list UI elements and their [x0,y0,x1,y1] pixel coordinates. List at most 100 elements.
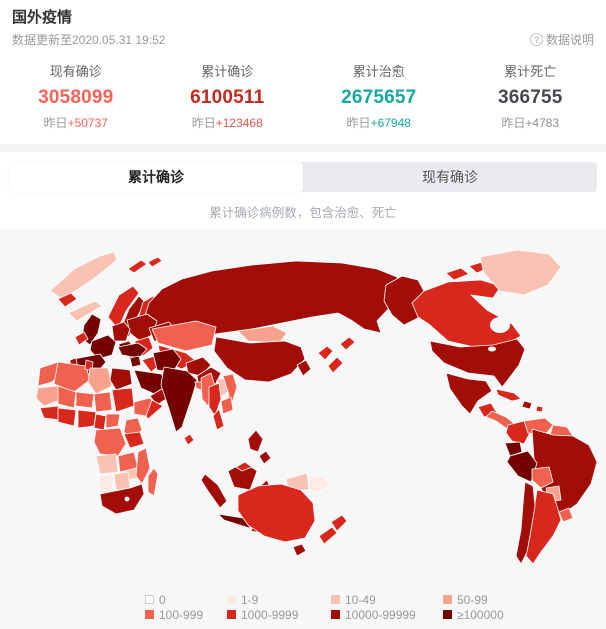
legend-swatch [331,595,340,604]
region-japan[interactable] [318,346,333,360]
tab-current-confirmed[interactable]: 现有确诊 [303,162,597,192]
region-central-african[interactable] [106,414,120,428]
delta-value: +4783 [525,116,559,130]
legend-label: 1-9 [241,593,258,607]
region-cuba[interactable] [496,389,521,401]
stat-value: 2675657 [303,87,455,109]
legend-label: 50-99 [457,593,488,607]
stat-label: 累计死亡 [455,61,606,80]
legend-item: 10-49 [331,593,443,607]
stat-value: 366755 [455,87,606,109]
legend-label: 100-999 [159,608,203,622]
region-sri-lanka[interactable] [184,434,194,445]
stat-delta: 昨日+123468 [152,114,304,131]
delta-value: +123468 [216,116,263,130]
region-japan[interactable] [340,337,355,350]
region-new-zealand[interactable] [319,527,337,544]
delta-value: +50737 [68,116,108,130]
region-tasmania[interactable] [293,544,306,556]
world-map-section: 0 1-9 10-49 50-99 100-999 1000-9999 1000… [0,229,606,629]
legend-item: 50-99 [443,593,538,607]
legend-item: 1000-9999 [227,608,331,622]
stat-value: 3058099 [0,87,152,109]
region-philippines[interactable] [259,451,271,464]
stat-label: 现有确诊 [0,61,152,80]
region-niger[interactable] [76,392,94,408]
world-choropleth-map[interactable] [0,229,606,593]
legend-row: 100-999 1000-9999 10000-99999 ≥100000 [145,607,538,622]
region-libya[interactable] [88,368,112,394]
stat-label: 累计治愈 [303,61,455,80]
region-svalbard[interactable] [148,257,162,267]
region-guinea[interactable] [40,406,60,420]
region-tanzania[interactable] [124,432,144,448]
stat-total-deaths: 累计死亡 366755 昨日+4783 [455,61,606,131]
legend-item: 10000-99999 [331,608,443,622]
update-time: 数据更新至2020.05.31 19:52 [12,31,165,48]
region-philippines[interactable] [248,430,263,452]
region-egypt[interactable] [110,368,132,390]
stat-total-cured: 累计治愈 2675657 昨日+67948 [303,61,455,131]
legend-label: ≥100000 [457,608,504,622]
page-title: 国外疫情 [12,8,594,28]
region-ghana-ivory-coast[interactable] [58,408,76,426]
legend-label: 1000-9999 [241,608,298,622]
delta-prefix: 昨日 [501,116,525,130]
region-cameroon[interactable] [94,414,106,430]
stat-value: 6100511 [152,87,304,109]
region-greenland-west[interactable] [50,252,117,299]
legend-swatch [145,595,154,604]
region-cambodia[interactable] [221,397,233,414]
region-nigeria[interactable] [78,410,96,428]
hudson-bay [490,317,510,333]
region-lesotho [125,497,130,502]
delta-prefix: 昨日 [347,116,371,130]
legend-label: 0 [159,593,166,607]
map-subtitle: 累计确诊病例数，包含治愈、死亡 [0,202,606,221]
region-angola[interactable] [96,454,118,474]
delta-prefix: 昨日 [44,116,68,130]
region-namibia[interactable] [98,474,114,494]
delta-prefix: 昨日 [192,116,216,130]
legend-swatch [443,610,452,619]
region-india[interactable] [161,367,197,432]
question-circle-icon: ? [530,33,543,46]
region-papua-new-guinea[interactable] [309,475,331,492]
region-botswana[interactable] [114,472,130,490]
stat-delta: 昨日+67948 [303,114,455,131]
region-levant[interactable] [130,356,141,367]
region-caribbean[interactable] [536,406,543,412]
legend-item: 0 [145,593,227,607]
legend-item: 100-999 [145,608,227,622]
header: 国外疫情 数据更新至2020.05.31 19:52 ? 数据说明 [0,0,606,48]
legend-item: ≥100000 [443,608,538,622]
map-legend: 0 1-9 10-49 50-99 100-999 1000-9999 1000… [145,592,538,622]
region-japan[interactable] [328,357,343,373]
region-madagascar[interactable] [148,468,158,496]
region-mauritania[interactable] [36,386,60,406]
legend-item: 1-9 [227,593,331,607]
legend-swatch [331,610,340,619]
region-sudan[interactable] [112,388,134,412]
stat-total-confirmed: 累计确诊 6100511 昨日+123468 [152,61,304,131]
region-drc[interactable] [94,428,126,456]
tab-total-confirmed[interactable]: 累计确诊 [9,162,303,192]
stat-delta: 昨日+50737 [0,114,152,131]
stat-delta: 昨日+4783 [455,114,606,131]
legend-swatch [443,595,452,604]
region-hispaniola[interactable] [522,401,532,409]
stats-row: 现有确诊 3058099 昨日+50737 累计确诊 6100511 昨日+12… [0,61,606,131]
stat-label: 累计确诊 [152,61,304,80]
great-lakes [488,347,496,352]
map-tabbar: 累计确诊 现有确诊 [9,162,597,192]
data-note-label: 数据说明 [546,31,594,48]
legend-swatch [145,610,154,619]
region-sumatra[interactable] [201,474,227,508]
region-canada-arctic[interactable] [446,268,469,280]
legend-label: 10000-99999 [345,608,416,622]
region-svalbard[interactable] [128,260,147,273]
region-chad[interactable] [94,392,112,412]
region-australia[interactable] [238,484,315,542]
legend-swatch [227,595,236,604]
data-note-link[interactable]: ? 数据说明 [530,31,594,48]
